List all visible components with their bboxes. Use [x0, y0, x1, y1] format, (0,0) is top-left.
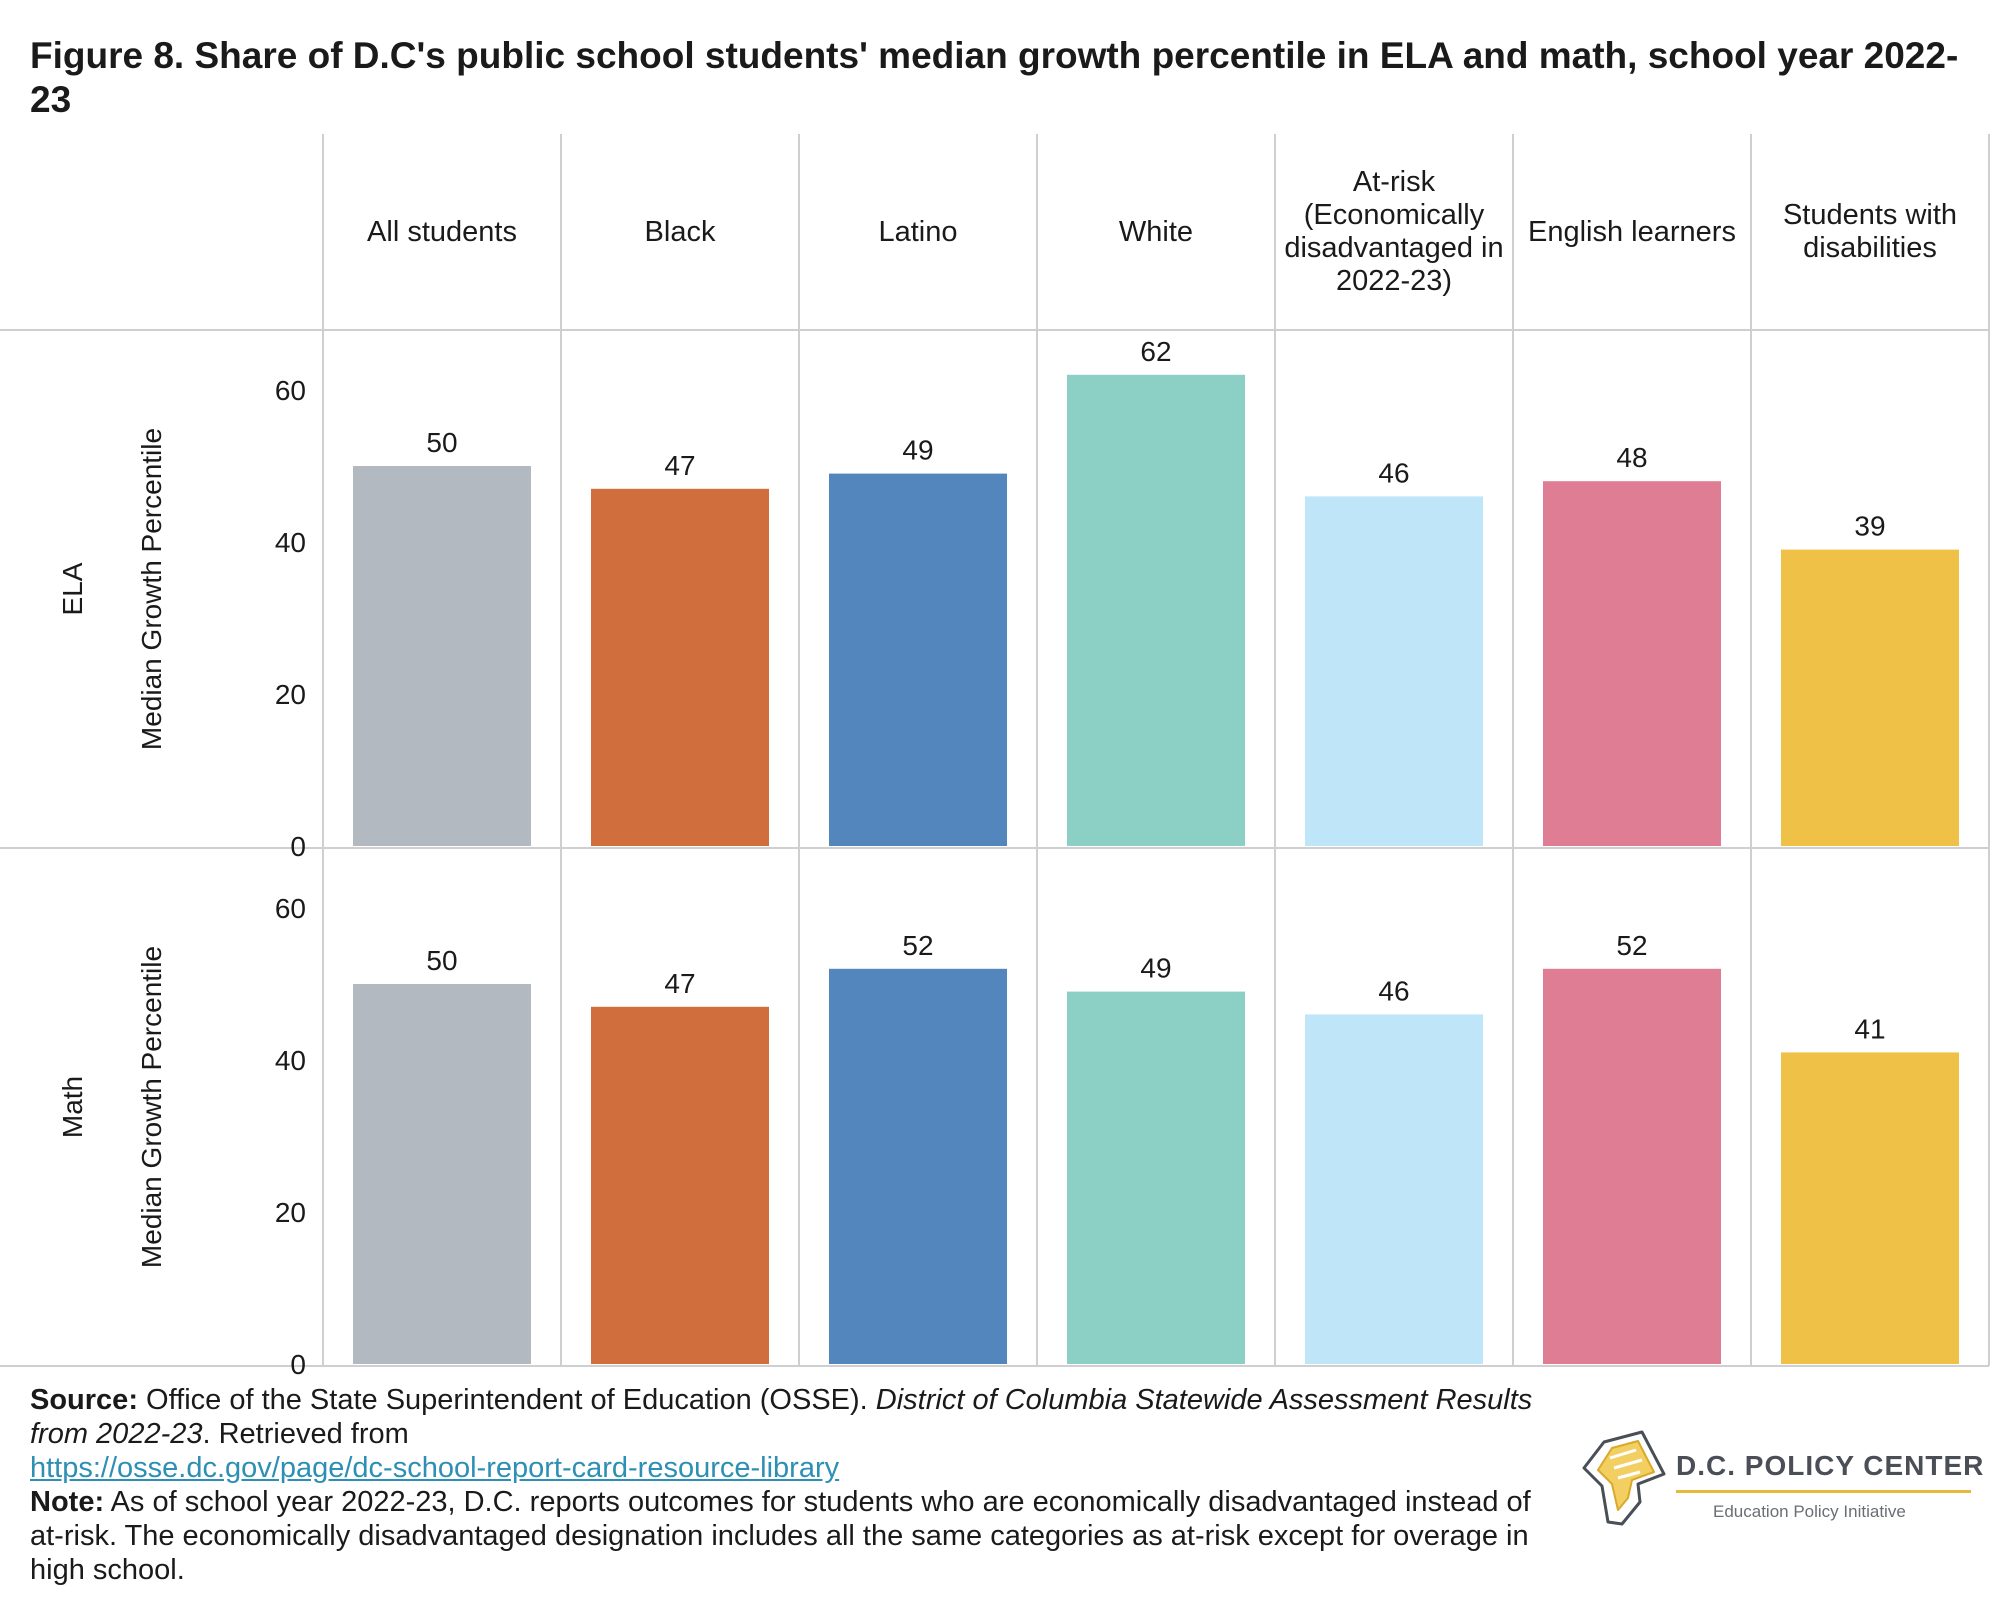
panel-row-label: Math [57, 1076, 88, 1138]
bar [591, 488, 769, 846]
data-label: 46 [1378, 457, 1409, 488]
bar [1305, 496, 1483, 846]
bar [1305, 1014, 1483, 1364]
bar [1543, 968, 1721, 1364]
data-label: 46 [1378, 975, 1409, 1006]
column-header: Students with disabilities [1782, 199, 1958, 264]
note-label: Note: [30, 1486, 105, 1518]
data-label: 50 [426, 427, 457, 458]
y-tick-label: 20 [275, 679, 306, 710]
logo-subtitle: Education Policy Initiative [1713, 1502, 1906, 1521]
data-label: 49 [902, 435, 933, 466]
y-tick-label: 40 [275, 1045, 306, 1076]
y-tick-label: 20 [275, 1197, 306, 1228]
bar [353, 466, 531, 846]
data-label: 52 [1616, 930, 1647, 961]
source-retrieved: . Retrieved from [202, 1418, 409, 1450]
y-tick-label: 0 [290, 831, 306, 862]
bar [1781, 549, 1959, 846]
y-tick-label: 0 [290, 1349, 306, 1380]
bar [1067, 374, 1245, 846]
data-label: 52 [902, 930, 933, 961]
data-label: 62 [1140, 336, 1171, 367]
dc-map-document-icon [1582, 1430, 1666, 1526]
y-tick-label: 60 [275, 375, 306, 406]
y-tick-label: 40 [275, 527, 306, 558]
source-text: Office of the State Superintendent of Ed… [146, 1384, 868, 1416]
y-tick-label: 60 [275, 893, 306, 924]
bar [829, 473, 1007, 846]
data-label: 39 [1854, 511, 1885, 542]
data-label: 48 [1616, 442, 1647, 473]
column-header: White [1118, 215, 1194, 248]
source-title: District of Columbia Statewide Assessmen… [30, 1384, 1533, 1450]
source-link[interactable]: https://osse.dc.gov/page/dc-school-repor… [30, 1452, 840, 1484]
data-label: 41 [1854, 1013, 1885, 1044]
data-label: 47 [664, 968, 695, 999]
y-axis-label: Median Growth Percentile [136, 428, 167, 750]
logo-title: D.C. POLICY CENTER [1676, 1450, 1985, 1481]
data-label: 49 [1140, 953, 1171, 984]
bar [1067, 991, 1245, 1364]
bar [353, 984, 531, 1364]
source-line: Source: Office of the State Superintende… [30, 1383, 1550, 1485]
dc-policy-center-logo: D.C. POLICY CENTER Education Policy Init… [1578, 1428, 1983, 1548]
column-header: All students [367, 215, 517, 248]
footer: Source: Office of the State Superintende… [30, 1383, 1550, 1587]
bar [591, 1006, 769, 1364]
data-label: 47 [664, 450, 695, 481]
bar [1543, 481, 1721, 846]
note-text: As of school year 2022-23, D.C. reports … [30, 1486, 1531, 1586]
panel-row-label: ELA [57, 562, 88, 615]
bar [829, 968, 1007, 1364]
column-header: English learners [1528, 215, 1736, 248]
bar [1781, 1052, 1959, 1364]
bar-chart: ELA Median Growth Percentile 0 20 40 60 50 47 49… [0, 134, 1990, 1380]
logo-rule [1676, 1490, 1971, 1493]
column-header: Latino [878, 215, 958, 248]
y-axis-label: Median Growth Percentile [136, 946, 167, 1268]
column-header: At-risk (Economically disadvantaged in 2… [1284, 166, 1504, 297]
data-label: 50 [426, 945, 457, 976]
source-label: Source: [30, 1384, 138, 1416]
column-header: Black [644, 215, 716, 248]
note-line: Note: As of school year 2022-23, D.C. re… [30, 1485, 1550, 1587]
chart-title: Figure 8. Share of D.C's public school s… [30, 35, 1959, 120]
